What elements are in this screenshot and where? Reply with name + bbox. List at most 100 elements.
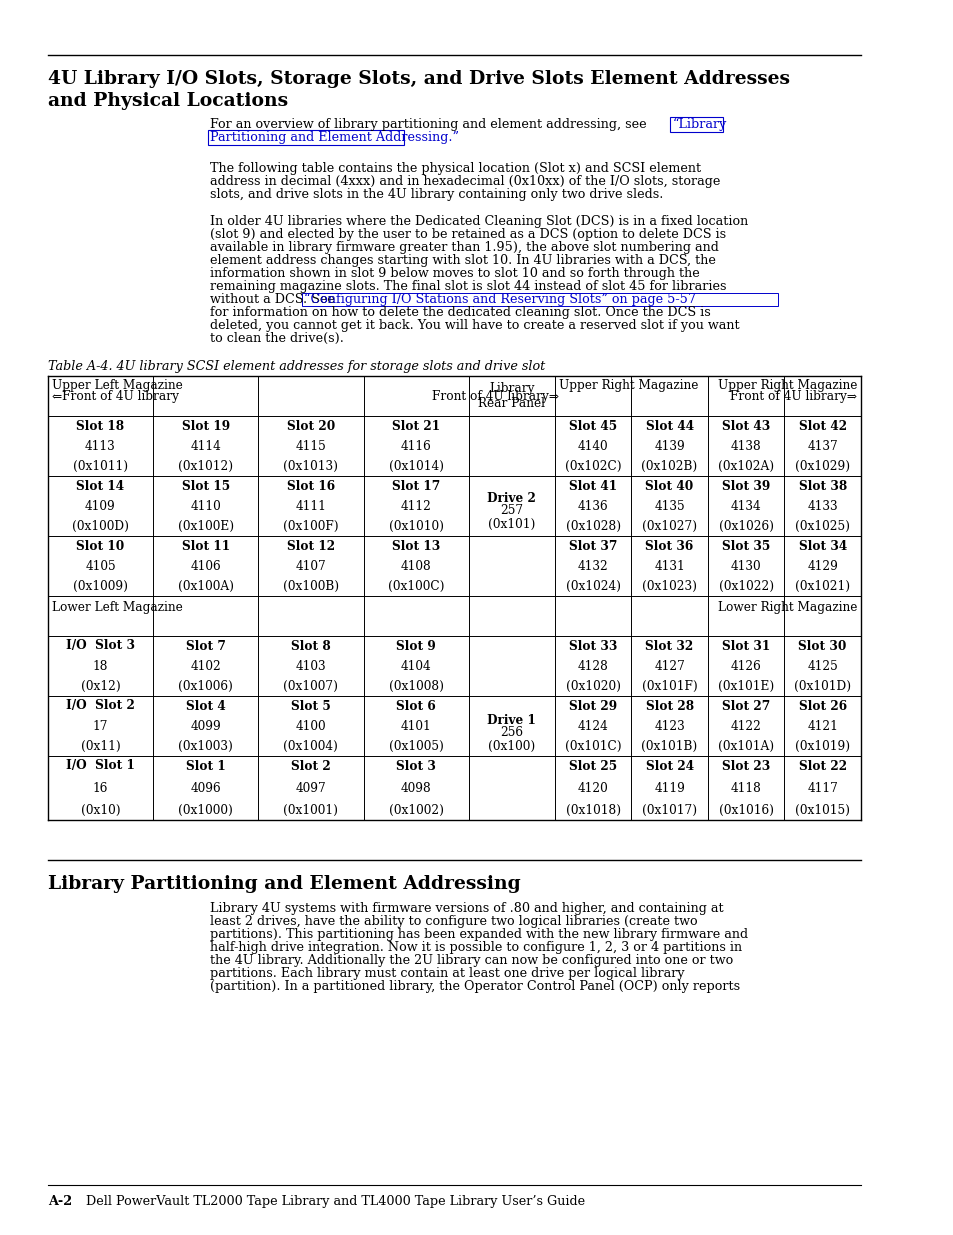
Text: 4098: 4098 [400,782,431,794]
Text: Slot 13: Slot 13 [392,540,439,552]
Text: Slot 34: Slot 34 [798,540,846,552]
Text: (0x101C): (0x101C) [564,740,620,752]
Text: 4137: 4137 [806,440,837,452]
Text: Lower Left Magazine: Lower Left Magazine [51,601,182,614]
Text: Library Partitioning and Element Addressing: Library Partitioning and Element Address… [48,876,520,893]
Text: 4134: 4134 [730,499,760,513]
Text: Front of 4U library⇒: Front of 4U library⇒ [431,390,558,403]
Text: remaining magazine slots. The final slot is slot 44 instead of slot 45 for libra: remaining magazine slots. The final slot… [211,280,726,293]
Text: Slot 32: Slot 32 [645,640,693,652]
Text: 4112: 4112 [400,499,431,513]
Text: Slot 31: Slot 31 [721,640,769,652]
Text: Slot 17: Slot 17 [392,479,439,493]
Text: (0x1013): (0x1013) [283,459,338,473]
Text: partitions. Each library must contain at least one drive per logical library: partitions. Each library must contain at… [211,967,684,981]
Text: Slot 10: Slot 10 [76,540,125,552]
Text: (0x1014): (0x1014) [388,459,443,473]
Text: (0x102C): (0x102C) [564,459,620,473]
Text: slots, and drive slots in the 4U library containing only two drive sleds.: slots, and drive slots in the 4U library… [211,188,663,201]
Text: Upper Left Magazine: Upper Left Magazine [51,379,182,391]
Text: Slot 25: Slot 25 [568,760,617,773]
Text: (0x1017): (0x1017) [641,804,697,816]
Text: 4129: 4129 [806,559,838,573]
Text: Slot 18: Slot 18 [76,420,125,432]
Text: 4123: 4123 [654,720,684,732]
Text: (0x100A): (0x100A) [177,579,233,593]
Text: Library 4U systems with firmware versions of .80 and higher, and containing at: Library 4U systems with firmware version… [211,902,723,915]
Text: Slot 44: Slot 44 [645,420,693,432]
Text: 4096: 4096 [191,782,221,794]
Text: (0x1006): (0x1006) [178,679,233,693]
Text: 4124: 4124 [578,720,608,732]
Text: 4100: 4100 [295,720,326,732]
Text: Slot 38: Slot 38 [798,479,846,493]
Text: “Configuring I/O Stations and Reserving Slots” on page 5-57: “Configuring I/O Stations and Reserving … [304,293,696,306]
Text: (0x101F): (0x101F) [641,679,697,693]
Text: Slot 1: Slot 1 [186,760,225,773]
Text: (0x102A): (0x102A) [718,459,774,473]
Text: 4108: 4108 [400,559,431,573]
Text: Slot 3: Slot 3 [395,760,436,773]
Text: (0x102B): (0x102B) [640,459,697,473]
Text: (slot 9) and elected by the user to be retained as a DCS (option to delete DCS i: (slot 9) and elected by the user to be r… [211,228,726,241]
Text: Slot 4: Slot 4 [186,699,225,713]
Text: 18: 18 [92,659,108,673]
Text: (0x1003): (0x1003) [178,740,233,752]
Text: 4131: 4131 [654,559,684,573]
Text: deleted, you cannot get it back. You will have to create a reserved slot if you : deleted, you cannot get it back. You wil… [211,319,740,332]
Text: 4118: 4118 [730,782,760,794]
Text: Lower Right Magazine: Lower Right Magazine [717,601,856,614]
Text: 4097: 4097 [295,782,326,794]
Text: (0x1002): (0x1002) [388,804,443,816]
Text: Library
Rear Panel: Library Rear Panel [477,382,545,410]
Text: for information on how to delete the dedicated cleaning slot. Once the DCS is: for information on how to delete the ded… [211,306,710,319]
Text: 4102: 4102 [190,659,221,673]
Text: Slot 45: Slot 45 [568,420,617,432]
Text: (0x11): (0x11) [80,740,120,752]
Text: 4122: 4122 [730,720,760,732]
Text: I/O  Slot 1: I/O Slot 1 [66,760,134,773]
Text: Slot 27: Slot 27 [721,699,769,713]
Text: to clean the drive(s).: to clean the drive(s). [211,332,344,345]
Text: Slot 6: Slot 6 [395,699,436,713]
Text: 4101: 4101 [400,720,431,732]
Text: Slot 42: Slot 42 [798,420,846,432]
Text: 4133: 4133 [806,499,837,513]
Text: 4127: 4127 [654,659,684,673]
Text: (0x1022): (0x1022) [718,579,773,593]
Text: 4U Library I/O Slots, Storage Slots, and Drive Slots Element Addresses: 4U Library I/O Slots, Storage Slots, and… [48,70,789,88]
Text: Slot 23: Slot 23 [721,760,769,773]
Text: (0x1009): (0x1009) [72,579,128,593]
Text: element address changes starting with slot 10. In 4U libraries with a DCS, the: element address changes starting with sl… [211,254,716,267]
Text: (0x1028): (0x1028) [565,520,620,532]
Text: 4117: 4117 [806,782,838,794]
Text: 4110: 4110 [190,499,221,513]
Text: Partitioning and Element Addressing.”: Partitioning and Element Addressing.” [211,131,459,144]
Text: 4128: 4128 [578,659,608,673]
Bar [669,117,722,132]
Text: the 4U library. Additionally the 2U library can now be configured into one or tw: the 4U library. Additionally the 2U libr… [211,953,733,967]
Text: Slot 36: Slot 36 [645,540,693,552]
Text: Slot 41: Slot 41 [568,479,617,493]
Text: 256: 256 [499,726,523,740]
Text: I/O  Slot 3: I/O Slot 3 [66,640,134,652]
Text: In older 4U libraries where the Dedicated Cleaning Slot (DCS) is in a fixed loca: In older 4U libraries where the Dedicate… [211,215,748,228]
Text: (0x1000): (0x1000) [178,804,233,816]
Text: (partition). In a partitioned library, the Operator Control Panel (OCP) only rep: (partition). In a partitioned library, t… [211,981,740,993]
Text: Slot 11: Slot 11 [181,540,230,552]
Text: (0x101B): (0x101B) [640,740,697,752]
Bar [302,293,777,306]
Text: (0x100C): (0x100C) [388,579,444,593]
Text: (0x101A): (0x101A) [718,740,774,752]
Text: 4139: 4139 [654,440,684,452]
Text: (0x1005): (0x1005) [388,740,443,752]
Text: 4130: 4130 [730,559,760,573]
Text: Slot 43: Slot 43 [721,420,769,432]
Text: 4121: 4121 [806,720,838,732]
Text: 4111: 4111 [295,499,326,513]
Text: Slot 29: Slot 29 [568,699,617,713]
Text: Slot 40: Slot 40 [645,479,693,493]
Text: (0x1024): (0x1024) [565,579,620,593]
Text: (0x1011): (0x1011) [72,459,128,473]
Text: and Physical Locations: and Physical Locations [48,91,288,110]
